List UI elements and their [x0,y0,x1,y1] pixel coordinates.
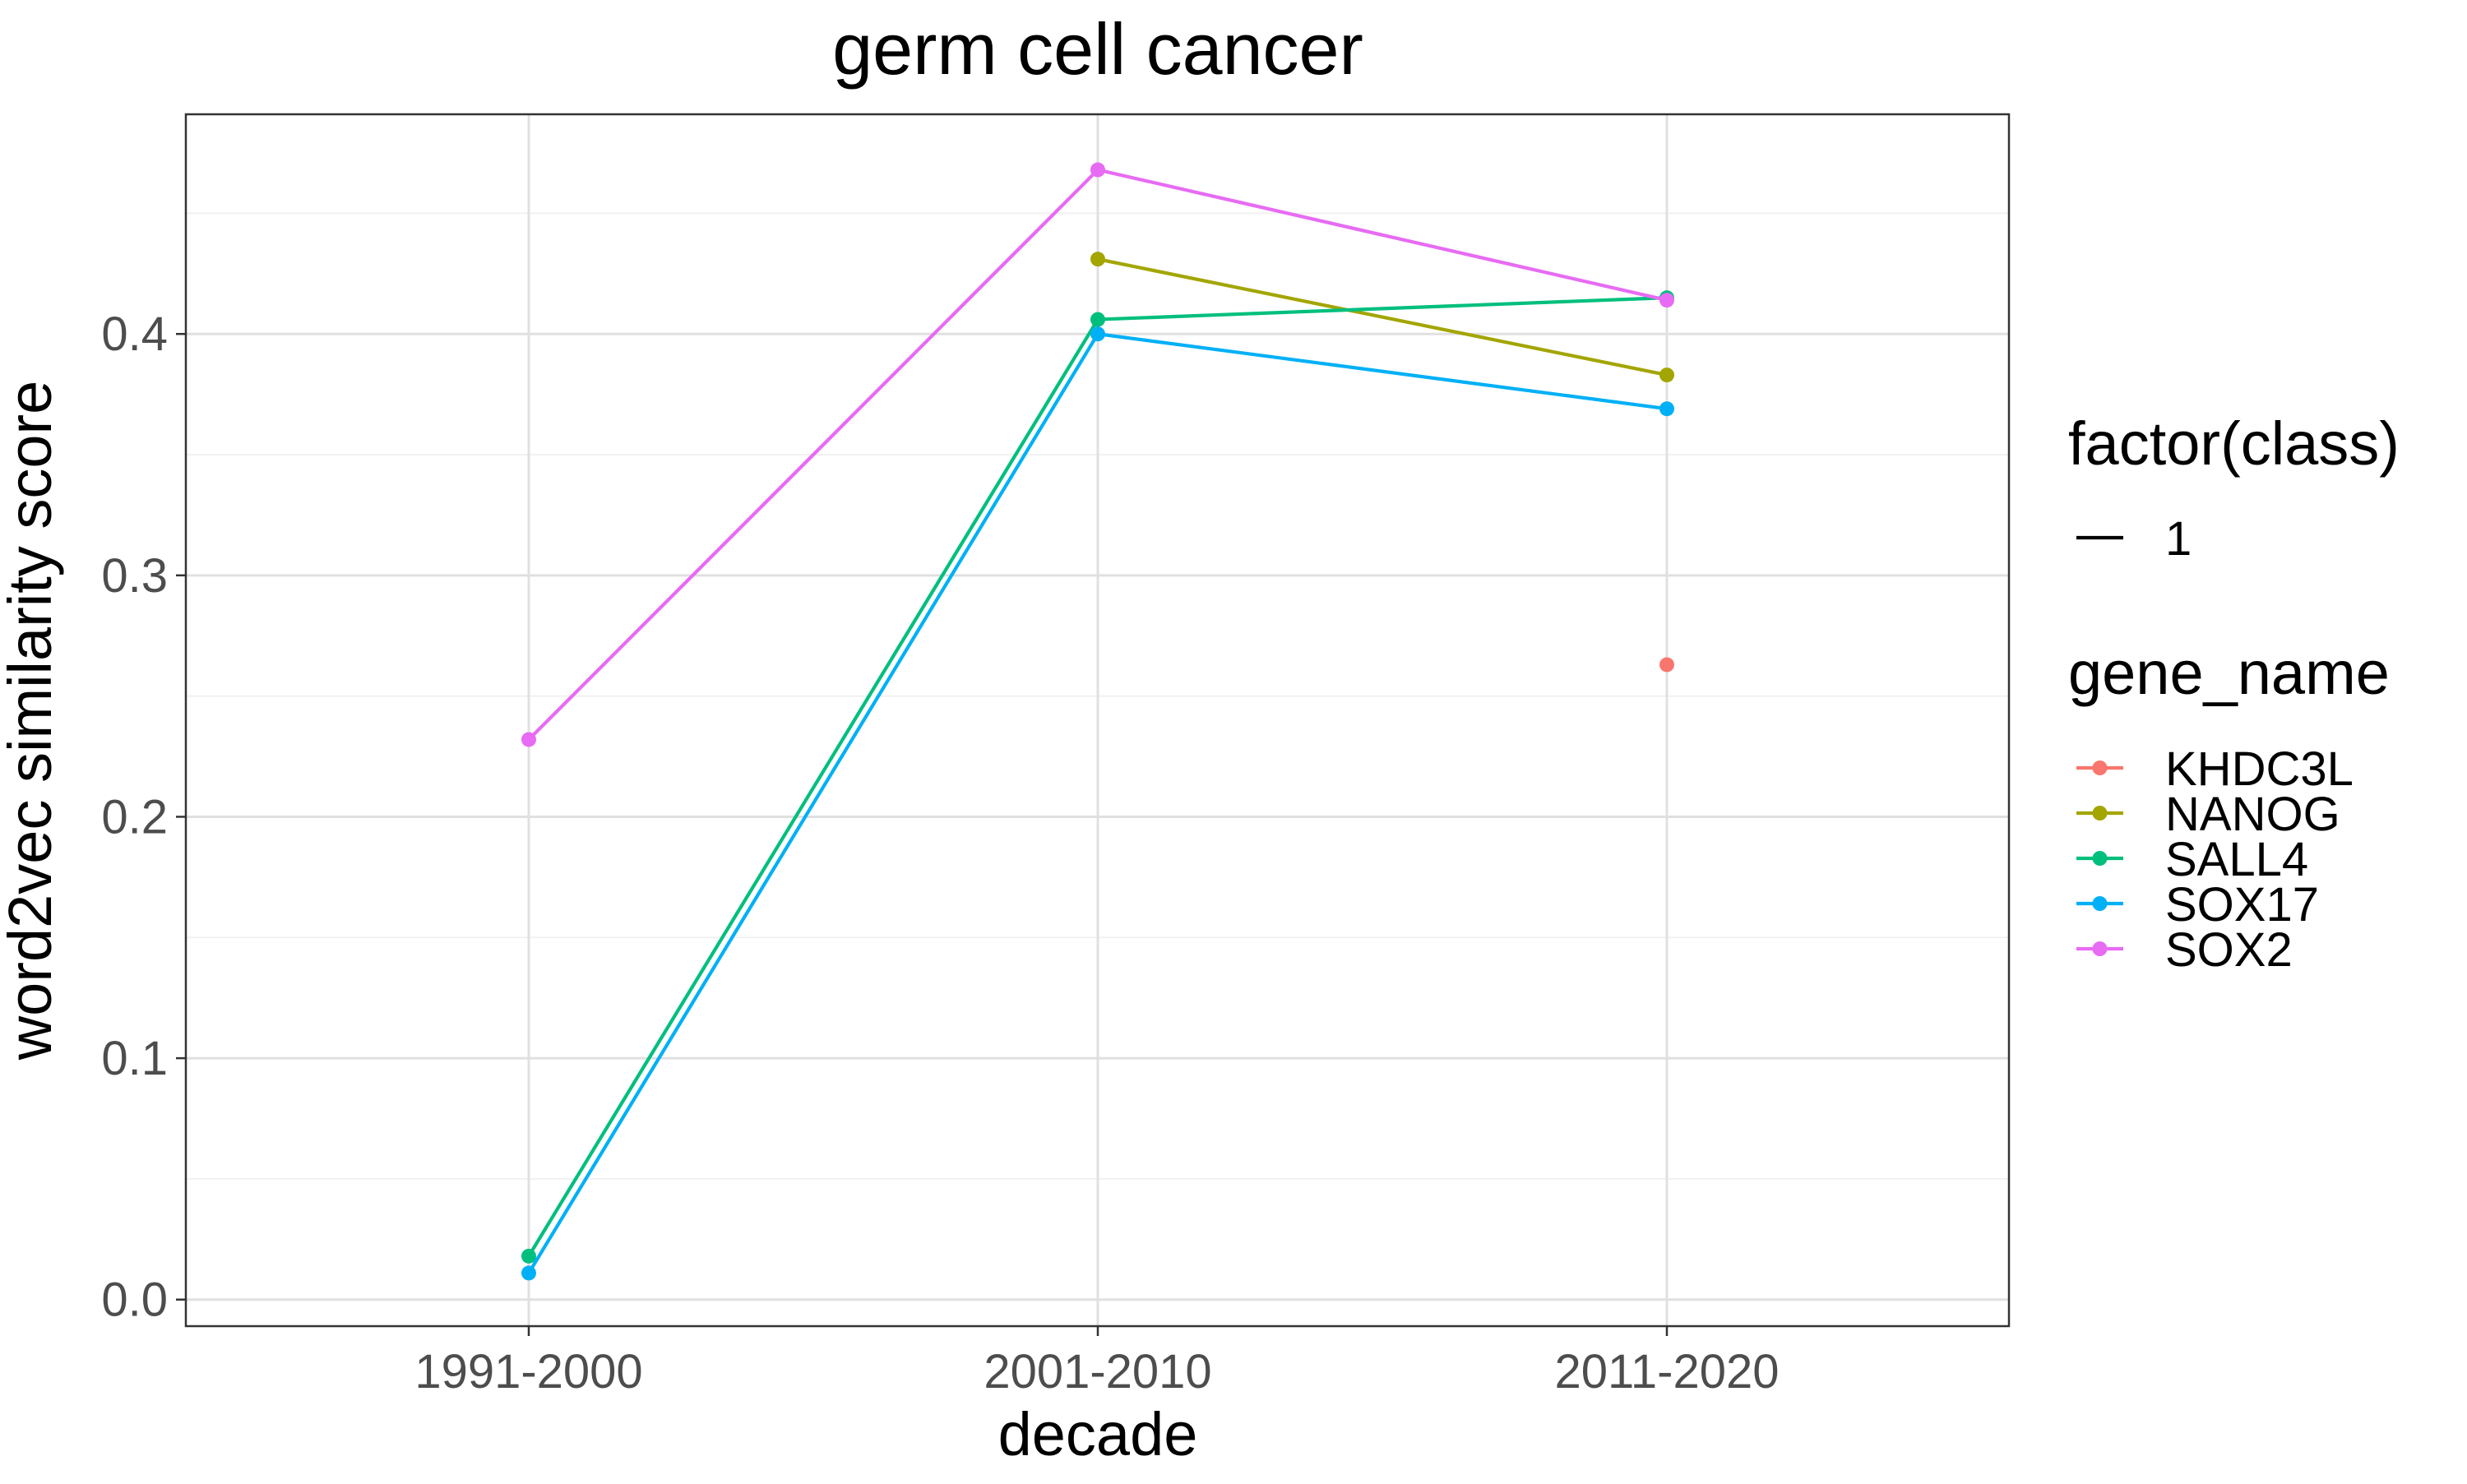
legend-label: SOX2 [2165,923,2293,977]
data-point [1090,312,1105,327]
data-point [521,1248,536,1264]
data-point [1090,252,1105,267]
series-sox2 [521,162,1674,747]
series-line [1097,257,1668,377]
series-nanog [1090,252,1674,383]
data-point [1090,326,1105,342]
legend-title: factor(class) [2068,409,2400,478]
series-sox17 [521,326,1674,1281]
legend-label: 1 [2165,512,2192,566]
legend-key-point [2092,941,2108,956]
y-axis-title: word2vec similarity score [0,381,64,1061]
y-tick-label: 0.4 [101,307,168,361]
legend-item-nanog: NANOG [2076,788,2340,841]
legend-key-point [2092,760,2108,775]
data-point [521,1265,536,1281]
x-axis-title: decade [998,1400,1198,1468]
data-point [1659,401,1674,417]
data-point [1659,293,1674,308]
x-tick-label: 1991-2000 [414,1345,642,1398]
legend-label: SALL4 [2165,833,2308,886]
x-tick-label: 2001-2010 [984,1345,1211,1398]
legend-title: gene_name [2068,639,2390,707]
data-point [1659,368,1674,383]
legend-item-khdc3l: KHDC3L [2076,742,2354,796]
series-layer [521,162,1674,1281]
series-khdc3l [1659,657,1674,673]
legend-label: SOX17 [2165,878,2319,932]
y-tick-label: 0.1 [101,1032,168,1085]
chart-title: germ cell cancer [832,8,1363,90]
x-tick-label: 2011-2020 [1554,1345,1779,1398]
legend-key-point [2092,896,2108,911]
y-tick-label: 0.0 [101,1274,168,1327]
legend-label: KHDC3L [2165,742,2354,796]
legend-key-point [2092,851,2108,866]
legend: factor(class)1gene_nameKHDC3LNANOGSALL4S… [2068,409,2400,977]
data-point [521,732,536,747]
data-point [1659,657,1674,673]
legend-item-sall4: SALL4 [2076,833,2308,886]
legend-item-sox2: SOX2 [2076,923,2293,977]
y-tick-label: 0.3 [101,549,168,603]
legend-label: NANOG [2165,788,2340,841]
y-axis: 0.0 0.1 0.2 0.3 0.4 [101,307,186,1327]
x-axis: 1991-2000 2001-2010 2011-2020 [414,1326,1780,1398]
legend-item-sox17: SOX17 [2076,878,2319,932]
data-point [1090,162,1105,178]
legend-key-point [2092,806,2108,821]
y-tick-label: 0.2 [101,790,168,844]
